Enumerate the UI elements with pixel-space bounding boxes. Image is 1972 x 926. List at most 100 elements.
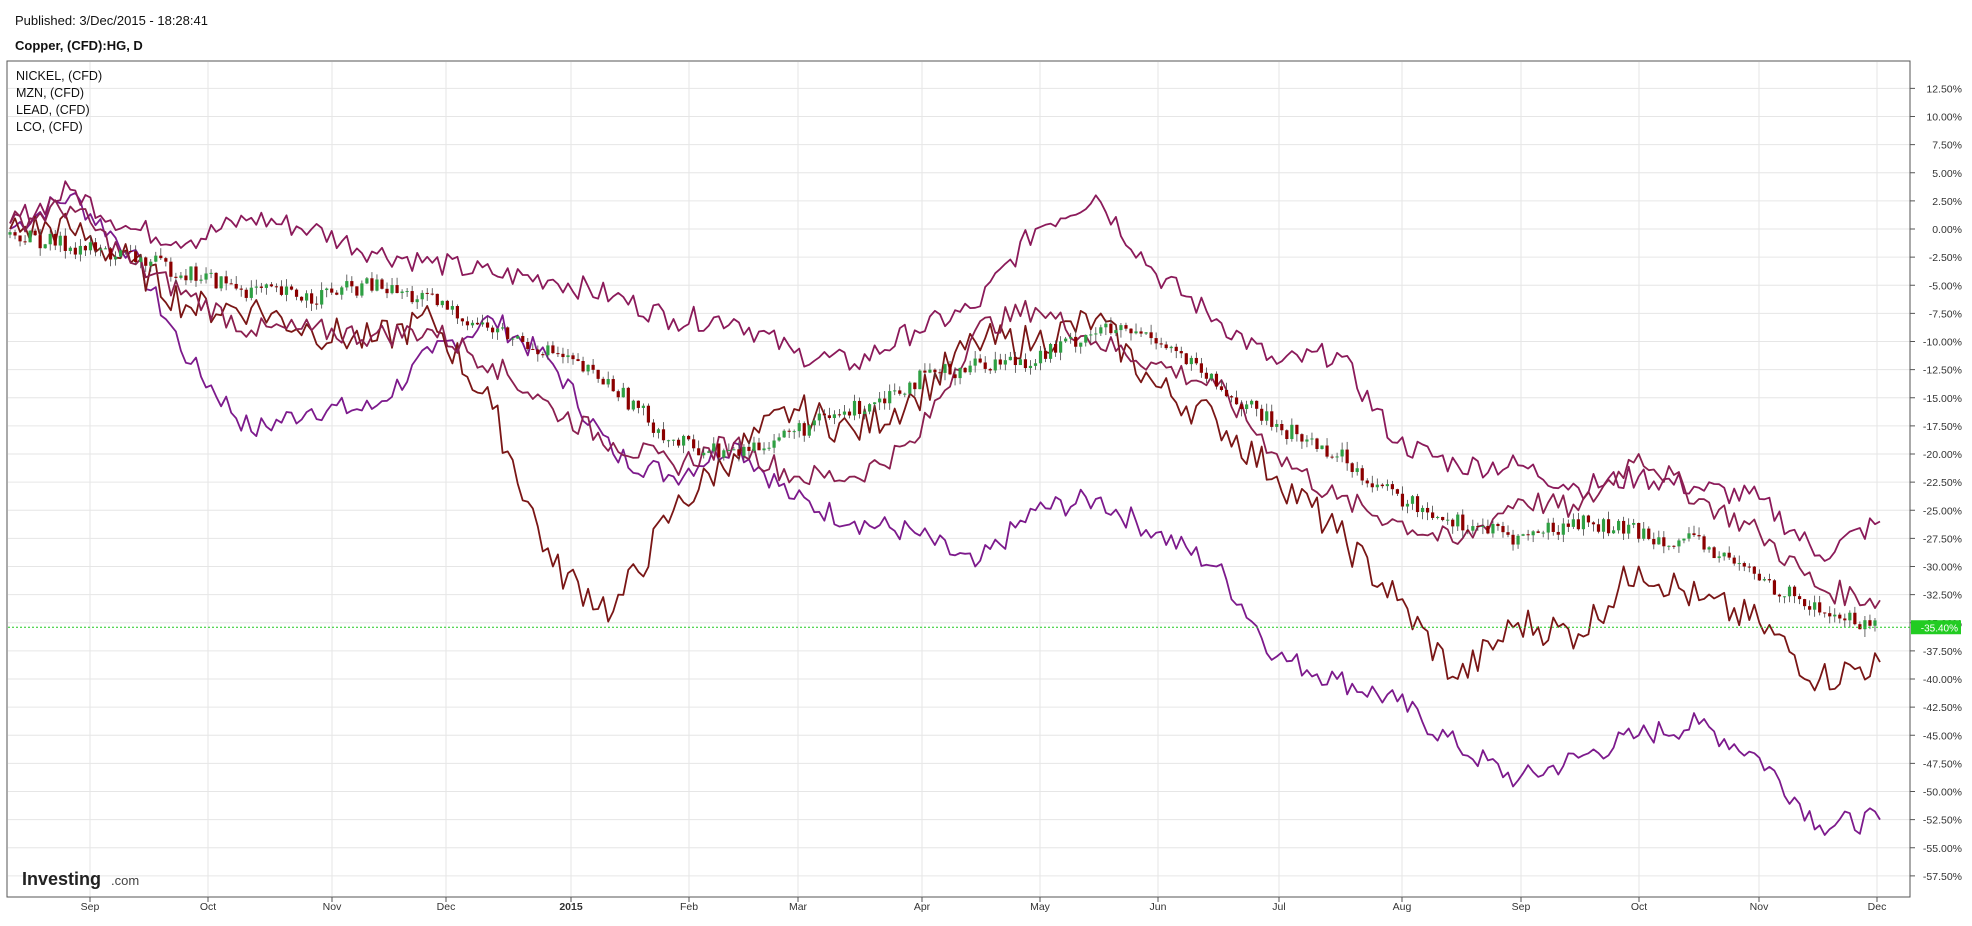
candle-body — [179, 275, 183, 278]
candle-body — [581, 361, 585, 372]
candle-body — [1611, 530, 1616, 534]
candle-body — [1541, 532, 1545, 534]
candle-body — [1823, 612, 1827, 614]
candle-body — [420, 292, 424, 300]
legend-item-mzn[interactable]: MZN, (CFD) — [16, 86, 85, 100]
candle-body — [1657, 537, 1661, 545]
copper-candles — [8, 228, 1877, 638]
y-axis: 12.50% 10.00% 7.50% 5.00% 2.50% 0.00% -2.50% -5… — [1910, 83, 1962, 883]
candle-body — [908, 382, 912, 394]
candle-body — [440, 300, 444, 306]
candle-body — [757, 442, 761, 451]
candle-body — [33, 230, 37, 236]
candle-body — [425, 292, 429, 294]
candle-body — [777, 437, 781, 441]
candle-body — [1441, 516, 1445, 521]
candle-body — [1134, 331, 1138, 334]
candle-body — [365, 278, 369, 284]
candle-body — [43, 244, 47, 249]
candle-body — [154, 255, 158, 262]
candle-body — [1069, 336, 1073, 339]
candle-body — [556, 353, 560, 355]
candle-body — [742, 446, 746, 456]
candle-body — [1400, 493, 1405, 507]
candle-body — [1028, 365, 1033, 369]
x-tick-label: Sep — [1512, 901, 1531, 913]
candle-body — [1084, 334, 1088, 343]
candle-body — [1491, 523, 1495, 534]
candle-body — [1802, 599, 1807, 607]
candle-body — [1516, 535, 1520, 545]
candle-body — [531, 348, 535, 350]
candle-body — [405, 291, 409, 293]
candle-body — [591, 364, 595, 370]
candle-body — [551, 345, 555, 354]
candle-body — [1104, 323, 1108, 328]
candle-body — [1194, 357, 1198, 364]
candle-body — [460, 318, 465, 322]
candle-body — [1843, 618, 1847, 621]
y-tick-label: -15.00% — [1923, 393, 1962, 405]
candle-body — [8, 232, 12, 235]
candle-body — [1179, 351, 1183, 354]
candle-body — [1787, 586, 1792, 597]
y-tick-label: 12.50% — [1926, 83, 1962, 95]
candle-body — [1325, 445, 1329, 457]
candle-body — [988, 368, 992, 371]
candle-body — [1310, 438, 1314, 440]
candle-body — [1521, 534, 1525, 536]
candle-body — [209, 272, 213, 274]
candle-body — [415, 299, 419, 303]
series-line — [9, 212, 1881, 692]
candle-body — [682, 435, 686, 446]
y-tick-label: -55.00% — [1923, 843, 1962, 855]
legend-item-lco[interactable]: LCO, (CFD) — [16, 120, 83, 134]
candle-body — [310, 293, 314, 304]
y-tick-label: 0.00% — [1932, 224, 1962, 236]
y-tick-label: -10.00% — [1923, 337, 1962, 349]
candle-body — [1355, 468, 1359, 472]
candle-body — [169, 261, 173, 277]
candle-body — [1617, 520, 1621, 531]
candle-body — [697, 448, 701, 456]
candle-body — [651, 422, 656, 433]
candle-body — [249, 287, 253, 298]
candle-body — [234, 283, 238, 289]
candle-body — [772, 440, 776, 448]
candle-body — [1214, 373, 1219, 387]
legend-item-nickel[interactable]: NICKEL, (CFD) — [16, 69, 103, 83]
candle-body — [1003, 360, 1007, 365]
candle-body — [1853, 612, 1857, 625]
logo-suffix: .com — [111, 873, 139, 888]
candle-body — [254, 286, 258, 288]
candle-body — [1260, 408, 1264, 421]
candle-body — [1300, 434, 1304, 442]
candle-body — [1043, 350, 1048, 359]
candle-body — [1737, 563, 1741, 565]
candle-body — [671, 439, 676, 441]
candle-body — [134, 251, 138, 263]
candle-body — [1672, 545, 1676, 547]
candle-body — [113, 256, 118, 260]
candle-body — [1048, 343, 1053, 359]
candle-body — [727, 450, 731, 452]
candle-body — [712, 443, 716, 452]
candle-body — [1390, 484, 1394, 490]
candle-body — [817, 413, 821, 421]
candle-body — [867, 404, 872, 412]
candle-body — [18, 235, 22, 242]
candle-body — [1415, 496, 1420, 513]
candle-body — [1606, 519, 1611, 534]
candle-body — [1275, 424, 1279, 427]
candle-body — [229, 283, 233, 285]
candle-body — [455, 306, 459, 319]
candle-body — [1114, 330, 1118, 334]
candle-body — [103, 248, 108, 250]
candle-body — [73, 247, 77, 255]
candle-body — [1586, 515, 1591, 523]
candle-body — [400, 291, 404, 294]
x-tick-label: Oct — [200, 901, 216, 913]
candle-body — [330, 288, 334, 293]
legend-item-lead[interactable]: LEAD, (CFD) — [16, 103, 90, 117]
